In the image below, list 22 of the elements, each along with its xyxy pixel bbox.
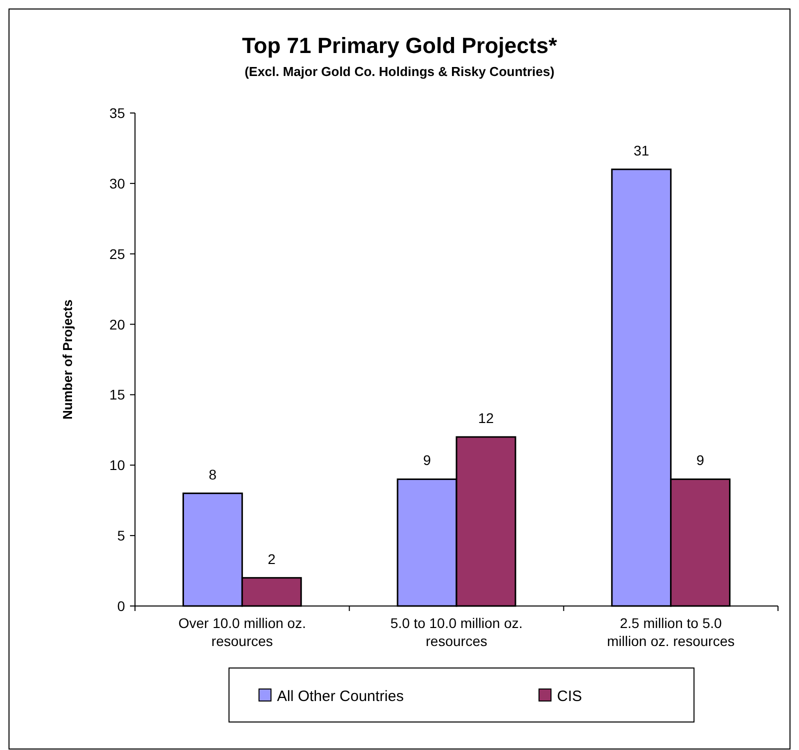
y-tick-label: 15 <box>109 386 126 403</box>
x-tick-label: Over 10.0 million oz. resources <box>178 615 306 649</box>
y-tick-label: 5 <box>117 528 126 544</box>
data-label: 9 <box>696 452 704 468</box>
y-tick-label: 35 <box>109 105 126 121</box>
data-label: 9 <box>423 452 432 468</box>
chart-subtitle: (Excl. Major Gold Co. Holdings & Risky Countries) <box>244 64 554 79</box>
data-label: 8 <box>208 466 217 482</box>
y-tick-label: 25 <box>109 246 126 262</box>
x-tick-label: 2.5 million to 5.0 million oz. resources <box>607 615 735 649</box>
legend-label: All Other Countries <box>277 688 404 705</box>
chart-title: Top 71 Primary Gold Projects* <box>242 33 558 58</box>
data-label: 31 <box>634 142 650 158</box>
legend-label: CIS <box>557 688 582 705</box>
y-tick-label: 30 <box>109 175 126 192</box>
x-tick-label: 5.0 to 10.0 million oz. resources <box>390 615 523 649</box>
y-axis-title: Number of Projects <box>60 300 75 420</box>
y-tick-label: 20 <box>109 316 126 332</box>
data-label: 2 <box>268 550 276 567</box>
y-tick-label: 10 <box>109 457 126 474</box>
data-label: 12 <box>478 410 494 426</box>
y-tick-label: 0 <box>117 598 126 614</box>
